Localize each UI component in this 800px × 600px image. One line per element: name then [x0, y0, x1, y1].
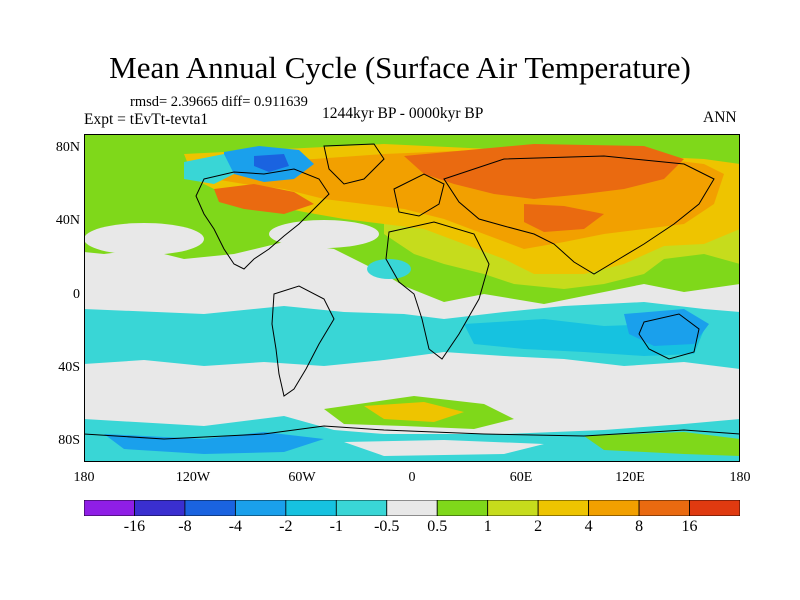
- field-blue-antarctica: [104, 432, 324, 454]
- map-frame: [84, 134, 740, 462]
- lon-label-120e: 120E: [615, 470, 645, 485]
- coastline-greenland: [323, 143, 385, 185]
- coastline-south-america: [271, 285, 335, 397]
- colorbar-label: 8: [635, 518, 644, 535]
- colorbar-swatch: [487, 500, 539, 516]
- lon-label-180e: 180: [729, 470, 751, 485]
- season-label: ANN: [703, 109, 737, 126]
- coastline-north-america: [195, 168, 330, 270]
- colorbar: [84, 500, 740, 516]
- colorbar-label: 0.5: [427, 518, 448, 535]
- coastlines: [84, 143, 740, 440]
- stats-label: rmsd= 2.39665 diff= 0.911639: [130, 94, 308, 110]
- colorbar-swatch: [234, 500, 287, 516]
- field-blue-australia: [624, 309, 709, 346]
- field-deep-orange-siberia: [404, 144, 684, 199]
- colorbar-label: -4: [228, 518, 243, 535]
- lat-label-80n: 80N: [55, 140, 80, 155]
- field-neutral-npacific: [269, 220, 379, 248]
- lon-label-60w: 60W: [288, 470, 316, 485]
- coastline-europe: [393, 173, 445, 217]
- coastline-africa: [385, 221, 490, 360]
- colorbar-label: -16: [123, 518, 146, 535]
- coastline-asia: [443, 155, 715, 275]
- coastline-australia: [638, 313, 700, 360]
- colorbar-swatch: [134, 500, 186, 516]
- lon-label-0: 0: [408, 470, 416, 485]
- field-cyan-canada: [184, 154, 234, 184]
- colorbar-label: -1: [329, 518, 343, 535]
- colorbar-swatch: [184, 500, 236, 516]
- field-neutral-antarctica-interior: [344, 440, 544, 456]
- lat-label-40s: 40S: [58, 360, 80, 375]
- field-green-eantarctica: [584, 432, 740, 456]
- colorbar-swatch: [84, 500, 135, 516]
- period-label: 1244kyr BP - 0000kyr BP: [322, 105, 484, 122]
- colorbar-label: 4: [584, 518, 593, 535]
- colorbar-label: 1: [483, 518, 492, 535]
- colorbar-label: 2: [534, 518, 543, 535]
- lat-label-80s: 80S: [58, 433, 80, 448]
- field-cyan-natlantic: [367, 259, 411, 279]
- colorbar-swatch: [436, 500, 489, 516]
- colorbar-swatch: [335, 500, 388, 516]
- colorbar-label: -2: [279, 518, 293, 535]
- field-dark-blue-canada: [254, 154, 289, 172]
- experiment-label: Expt = tEvTt-tevta1: [84, 111, 209, 128]
- colorbar-label: 16: [681, 518, 698, 535]
- field-gold-southern: [364, 402, 464, 422]
- lat-label-0: 0: [73, 287, 80, 302]
- colorbar-swatch: [689, 500, 740, 516]
- coastline-antarctica: [84, 425, 740, 440]
- temperature-anomaly-map: [84, 134, 740, 462]
- field-cyan-south: [84, 302, 740, 369]
- colorbar-swatch: [638, 500, 690, 516]
- field-deep-orange-namerica: [214, 184, 314, 214]
- lon-label-120w: 120W: [175, 470, 211, 485]
- colorbar-label: -8: [178, 518, 192, 535]
- colorbar-label: -0.5: [374, 518, 400, 535]
- lon-label-60e: 60E: [509, 470, 533, 485]
- field-neutral-epacific: [84, 223, 204, 255]
- colorbar-swatch: [588, 500, 640, 516]
- colorbar-swatch: [386, 500, 438, 516]
- field-deep-orange-india: [524, 204, 604, 232]
- lon-label-180w: 180: [73, 470, 95, 485]
- colorbar-swatch: [537, 500, 590, 516]
- map-title: Mean Annual Cycle (Surface Air Temperatu…: [109, 50, 691, 85]
- colorbar-swatch: [285, 500, 337, 516]
- lat-label-40n: 40N: [55, 213, 80, 228]
